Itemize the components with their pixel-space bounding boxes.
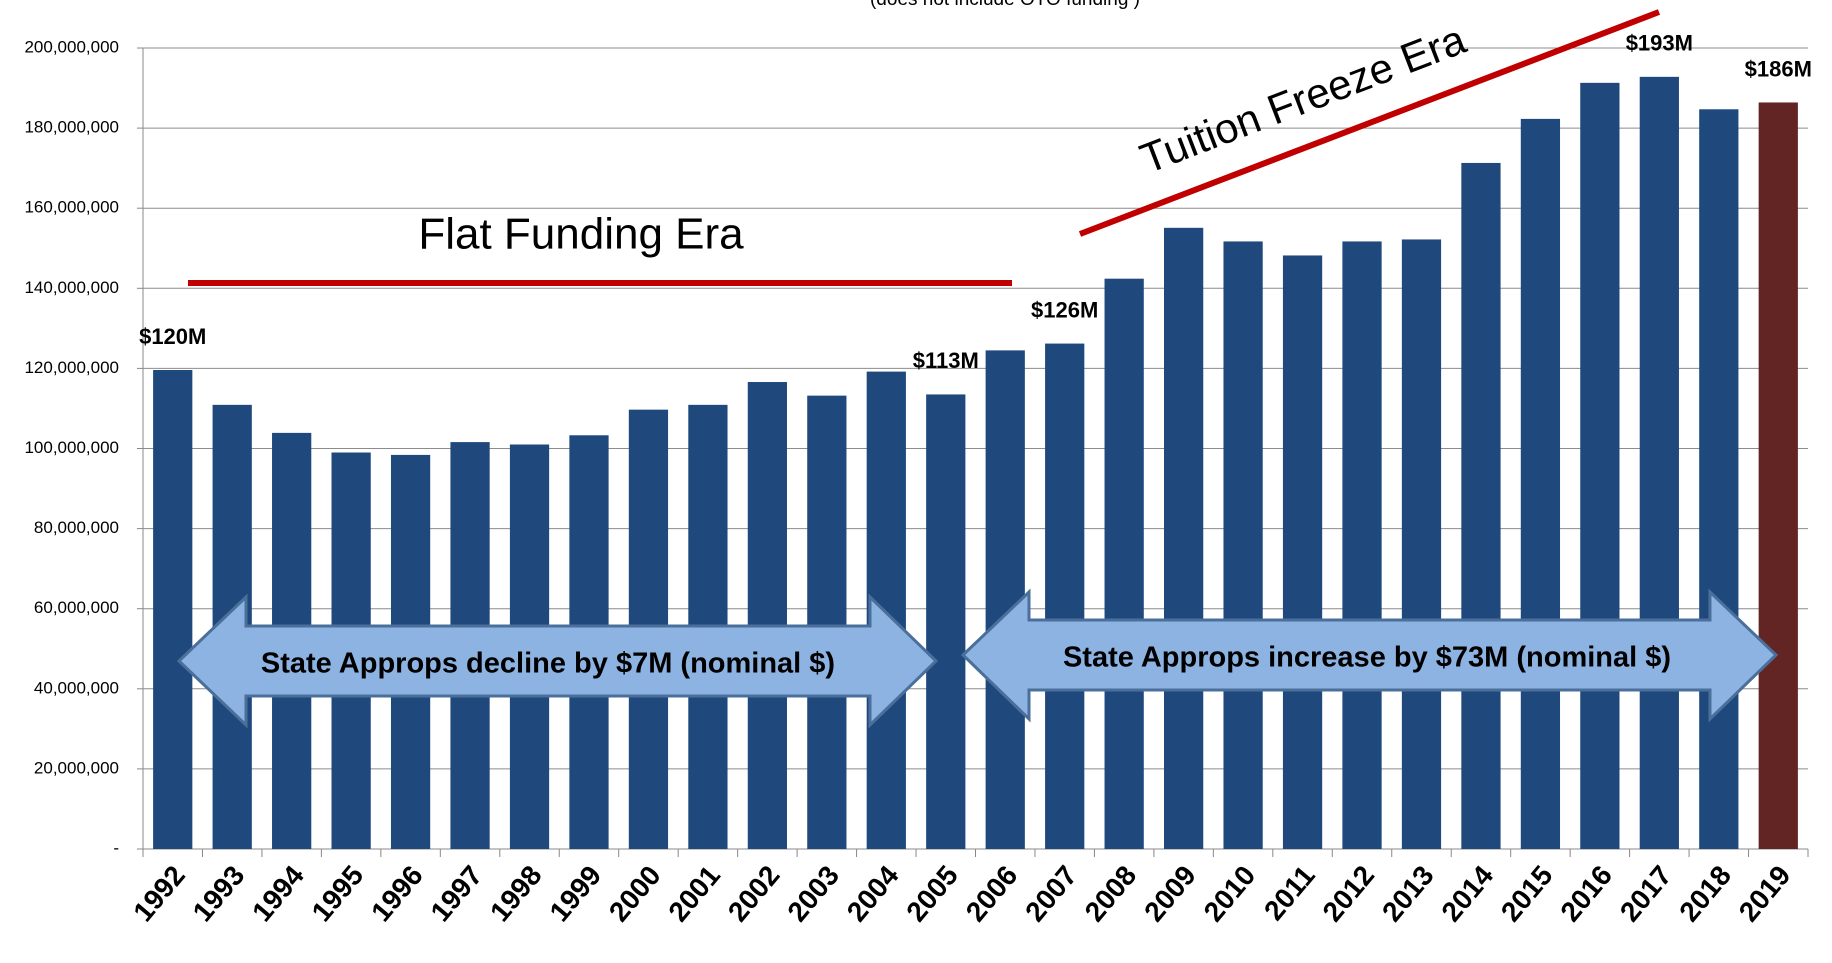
y-tick-label: 60,000,000 (34, 598, 119, 617)
x-tick-label: 2005 (900, 860, 964, 928)
bar (1282, 255, 1323, 850)
data-label: $120M (139, 324, 206, 349)
x-tick-label: 2018 (1673, 860, 1737, 928)
bar (747, 382, 787, 849)
x-tick-label: 2015 (1495, 860, 1559, 928)
chart-subtitle: (does not include OTO funding ) (870, 0, 1140, 10)
y-tick-label: 100,000,000 (24, 438, 119, 457)
x-tick-label: 2019 (1733, 860, 1797, 928)
arrow (960, 588, 1779, 723)
bar (1520, 118, 1561, 850)
x-tick-label: 2008 (1079, 860, 1143, 928)
x-tick-label: 1998 (484, 860, 548, 928)
data-label: $186M (1745, 56, 1812, 81)
plot-area: - 20,000,000 40,000,000 60,000,000 80,000,00… (24, 31, 1811, 928)
annotation: Tuition Freeze Era (1134, 15, 1473, 182)
arrow (176, 593, 939, 729)
annotation: State Approps decline by $7M (nominal $) (261, 648, 835, 680)
x-tick-label: 1999 (543, 860, 607, 928)
data-label: $193M (1626, 31, 1693, 56)
x-tick-label: 1996 (365, 860, 429, 928)
x-tick-label: 2002 (722, 860, 786, 928)
y-tick-label: 20,000,000 (34, 758, 119, 777)
x-tick-label: 2012 (1316, 860, 1380, 928)
x-tick-label: 2016 (1554, 860, 1618, 928)
data-label: $126M (1031, 297, 1098, 322)
bar (1104, 278, 1144, 849)
bar (1580, 82, 1620, 849)
y-tick-label: 160,000,000 (24, 198, 119, 217)
x-tick-label: 2011 (1258, 860, 1321, 926)
y-tick-label: 80,000,000 (34, 518, 119, 537)
x-tick-label: 2014 (1435, 859, 1499, 927)
bar (1401, 239, 1442, 850)
x-tick-label: 2009 (1138, 860, 1202, 928)
x-tick-label: 1997 (425, 860, 489, 928)
bar (807, 395, 847, 849)
y-tick-label: - (113, 838, 119, 857)
annotation: State Approps increase by $73M (nominal … (1063, 642, 1671, 674)
bar (1461, 162, 1501, 850)
y-tick-label: 120,000,000 (24, 358, 119, 377)
x-tick-label: 1992 (127, 860, 191, 928)
x-tick-label: 2001 (662, 860, 726, 928)
bar (1639, 76, 1679, 849)
bar (926, 394, 966, 849)
x-tick-label: 2004 (841, 859, 905, 927)
bar (153, 370, 193, 849)
x-tick-label: 2010 (1198, 860, 1262, 928)
bar (985, 350, 1025, 849)
y-tick-label: 40,000,000 (34, 678, 119, 697)
x-tick-label: 2006 (960, 860, 1024, 928)
bar (1699, 109, 1739, 850)
annotation: Flat Funding Era (418, 210, 744, 259)
y-tick-label: 140,000,000 (24, 278, 119, 297)
bar (1164, 227, 1204, 850)
x-tick-label: 2013 (1376, 860, 1440, 928)
y-tick-label: 200,000,000 (24, 37, 119, 56)
x-tick-label: 2017 (1614, 860, 1678, 928)
x-tick-label: 2007 (1019, 860, 1083, 928)
x-tick-label: 1995 (306, 860, 370, 928)
y-tick-label: 180,000,000 (24, 118, 119, 137)
data-label: $113M (913, 348, 979, 373)
bar (1223, 241, 1263, 849)
x-tick-label: 1994 (246, 859, 310, 927)
bar (1342, 241, 1382, 849)
era-line (1078, 9, 1661, 237)
x-tick-label: 2003 (781, 860, 845, 928)
x-tick-label: 1993 (187, 860, 251, 928)
bar (1045, 343, 1085, 849)
bar (1758, 102, 1798, 849)
x-tick-label: 2000 (603, 860, 667, 928)
